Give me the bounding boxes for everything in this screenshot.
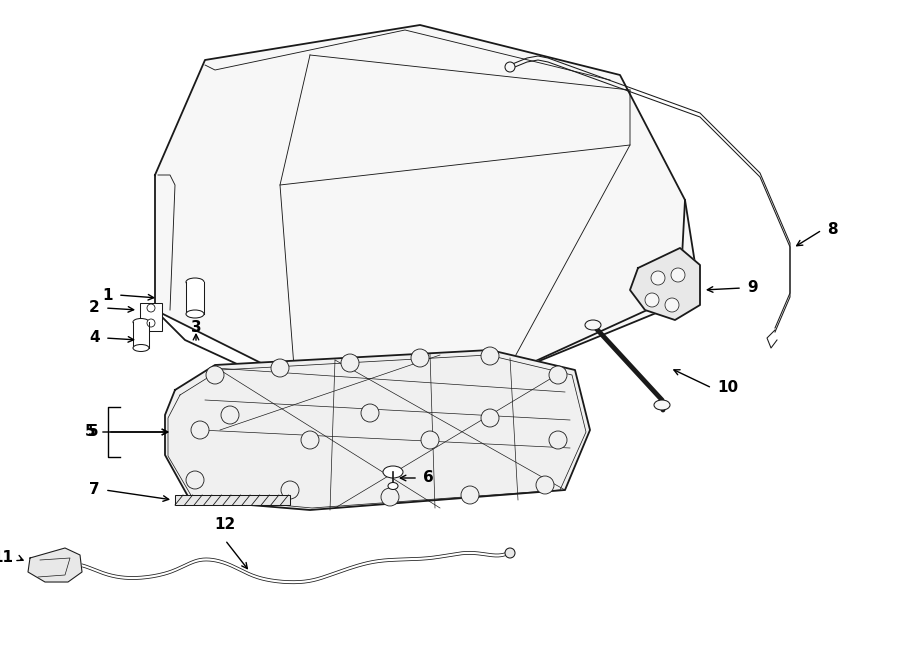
Circle shape [147, 304, 155, 312]
Polygon shape [28, 548, 82, 582]
Circle shape [281, 481, 299, 499]
Circle shape [645, 293, 659, 307]
Circle shape [461, 486, 479, 504]
Polygon shape [155, 25, 700, 380]
Circle shape [361, 404, 379, 422]
Circle shape [505, 548, 515, 558]
Circle shape [147, 319, 155, 327]
Ellipse shape [133, 319, 149, 325]
Polygon shape [630, 248, 700, 320]
Text: 5: 5 [85, 424, 95, 440]
Circle shape [411, 349, 429, 367]
Text: 1: 1 [103, 288, 113, 303]
Ellipse shape [186, 278, 204, 286]
Circle shape [671, 268, 685, 282]
Text: 10: 10 [717, 381, 738, 395]
Circle shape [481, 409, 499, 427]
Bar [175, 495, 290, 505]
Text: 4: 4 [89, 330, 100, 346]
Bar [186, 282, 204, 314]
Text: 8: 8 [827, 223, 838, 237]
Bar [140, 303, 162, 331]
Text: 6: 6 [423, 471, 434, 485]
Text: 11: 11 [0, 551, 13, 566]
Circle shape [651, 271, 665, 285]
Circle shape [381, 488, 399, 506]
Text: 12: 12 [214, 517, 236, 532]
Circle shape [271, 359, 289, 377]
Ellipse shape [133, 344, 149, 352]
Circle shape [301, 431, 319, 449]
Circle shape [549, 366, 567, 384]
Circle shape [549, 431, 567, 449]
Circle shape [481, 347, 499, 365]
Circle shape [191, 421, 209, 439]
Text: 3: 3 [191, 320, 202, 335]
Bar [133, 322, 149, 348]
Ellipse shape [383, 466, 403, 478]
Circle shape [505, 62, 515, 72]
Circle shape [206, 366, 224, 384]
Text: 9: 9 [747, 280, 758, 295]
Ellipse shape [654, 400, 670, 410]
Circle shape [221, 406, 239, 424]
Ellipse shape [186, 310, 204, 318]
Text: 2: 2 [89, 301, 100, 315]
Circle shape [186, 471, 204, 489]
Circle shape [536, 476, 554, 494]
Text: 5: 5 [87, 424, 98, 440]
Ellipse shape [585, 320, 601, 330]
Circle shape [341, 354, 359, 372]
Ellipse shape [388, 483, 398, 490]
Text: 7: 7 [89, 483, 100, 498]
Polygon shape [165, 350, 590, 510]
Circle shape [665, 298, 679, 312]
Circle shape [421, 431, 439, 449]
